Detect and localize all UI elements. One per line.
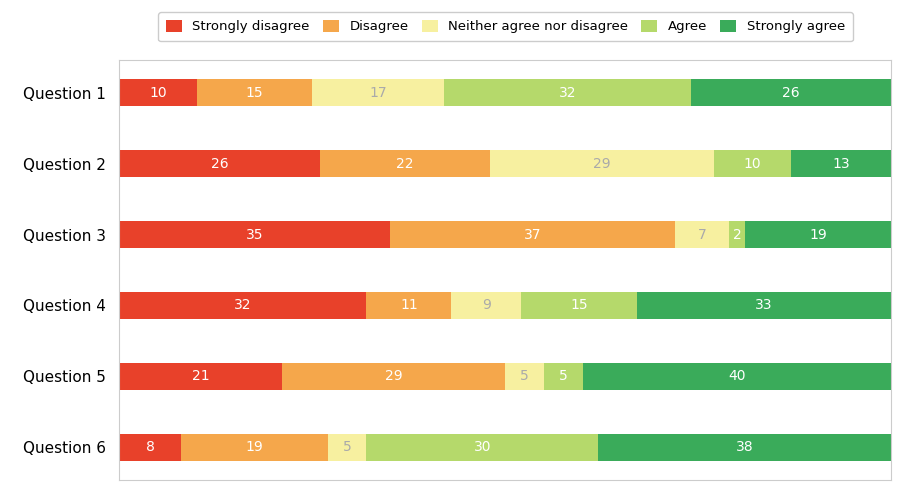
Text: 13: 13 xyxy=(833,156,850,170)
Bar xyxy=(521,292,637,319)
Bar xyxy=(367,434,598,461)
Bar xyxy=(675,221,730,248)
Bar xyxy=(744,221,891,248)
Text: 15: 15 xyxy=(570,298,587,312)
Text: 26: 26 xyxy=(211,156,229,170)
Bar xyxy=(119,79,197,106)
Text: 8: 8 xyxy=(146,440,154,454)
Text: 37: 37 xyxy=(524,228,541,241)
Text: 19: 19 xyxy=(245,440,264,454)
Text: 15: 15 xyxy=(245,86,264,100)
Bar xyxy=(730,221,744,248)
Bar xyxy=(583,363,891,390)
Legend: Strongly disagree, Disagree, Neither agree nor disagree, Agree, Strongly agree: Strongly disagree, Disagree, Neither agr… xyxy=(158,12,853,42)
Bar xyxy=(505,363,544,390)
Text: 26: 26 xyxy=(782,86,800,100)
Text: 10: 10 xyxy=(149,86,167,100)
Bar xyxy=(197,79,312,106)
Text: 38: 38 xyxy=(736,440,754,454)
Bar xyxy=(490,150,714,177)
Text: 11: 11 xyxy=(400,298,418,312)
Text: 40: 40 xyxy=(728,370,746,384)
Bar xyxy=(119,150,320,177)
Bar xyxy=(598,434,891,461)
Bar xyxy=(312,79,444,106)
Text: 30: 30 xyxy=(473,440,491,454)
Text: 5: 5 xyxy=(520,370,529,384)
Bar xyxy=(390,221,675,248)
Text: 29: 29 xyxy=(593,156,611,170)
Text: 19: 19 xyxy=(810,228,827,241)
Bar xyxy=(444,79,691,106)
Bar xyxy=(181,434,328,461)
Text: 35: 35 xyxy=(245,228,264,241)
Text: 32: 32 xyxy=(234,298,252,312)
Text: 10: 10 xyxy=(743,156,761,170)
Bar xyxy=(691,79,891,106)
Text: 5: 5 xyxy=(559,370,568,384)
Text: 32: 32 xyxy=(559,86,576,100)
Bar xyxy=(451,292,521,319)
Bar xyxy=(367,292,451,319)
Bar xyxy=(119,434,181,461)
Bar xyxy=(714,150,791,177)
Bar xyxy=(328,434,367,461)
Bar xyxy=(119,363,281,390)
Text: 7: 7 xyxy=(698,228,707,241)
Text: 17: 17 xyxy=(369,86,387,100)
Bar xyxy=(791,150,891,177)
Bar xyxy=(544,363,583,390)
Text: 33: 33 xyxy=(755,298,773,312)
Bar xyxy=(320,150,490,177)
Text: 2: 2 xyxy=(732,228,742,241)
Text: 29: 29 xyxy=(385,370,403,384)
Bar xyxy=(119,292,367,319)
Bar xyxy=(119,221,390,248)
Bar xyxy=(281,363,505,390)
Text: 5: 5 xyxy=(343,440,352,454)
Bar xyxy=(637,292,891,319)
Text: 9: 9 xyxy=(482,298,491,312)
Text: 21: 21 xyxy=(192,370,210,384)
Text: 22: 22 xyxy=(396,156,414,170)
